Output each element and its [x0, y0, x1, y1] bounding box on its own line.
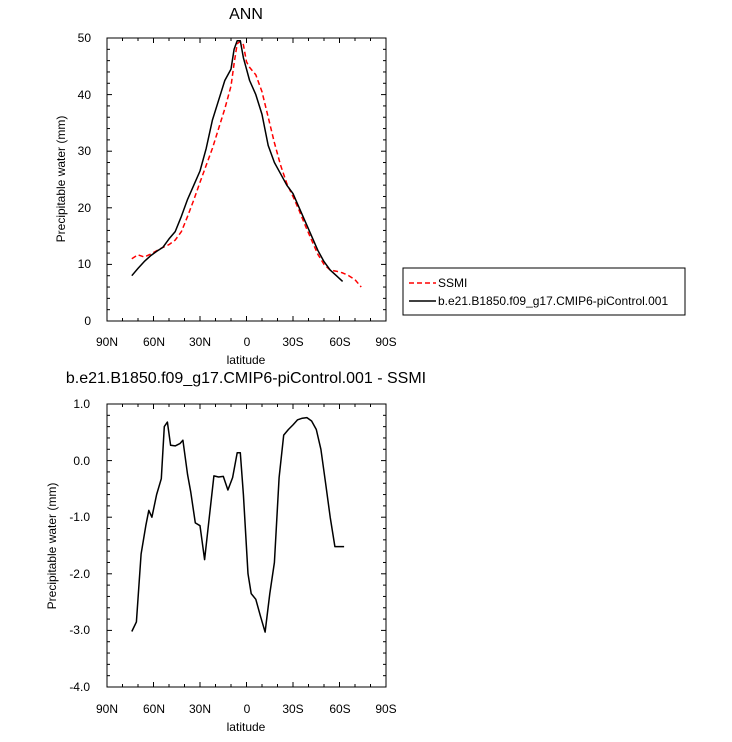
y-tick-label: -3.0: [69, 623, 90, 637]
x-tick-label: 90S: [375, 335, 396, 349]
top-chart-lines: [131, 40, 362, 288]
x-tick-label: 60S: [329, 702, 350, 716]
bottom-chart-ytick-labels: 1.0 0.0 -1.0 -2.0 -3.0 -4.0: [69, 397, 90, 694]
bottom-chart-plot-frame: [106, 403, 387, 688]
top-chart: ANN Precipitable water (mm) latitude 0 1…: [54, 6, 397, 367]
legend-label-model: b.e21.B1850.f09_g17.CMIP6-piControl.001: [438, 294, 668, 308]
legend-label-ssmi: SSMI: [438, 276, 467, 290]
series-line-1: [131, 40, 344, 282]
y-tick-label: 20: [78, 201, 92, 215]
y-tick-label: 0: [84, 314, 91, 328]
x-tick-label: 60S: [329, 335, 350, 349]
x-tick-label: 30S: [282, 702, 303, 716]
x-tick-label: 90N: [96, 702, 118, 716]
x-tick-label: 30N: [189, 335, 211, 349]
x-tick-label: 30S: [282, 335, 303, 349]
legend: SSMI b.e21.B1850.f09_g17.CMIP6-piControl…: [402, 267, 686, 316]
top-chart-ticks: [106, 37, 387, 322]
series-line-0: [131, 40, 362, 288]
x-tick-label: 30N: [189, 702, 211, 716]
y-tick-label: 0.0: [73, 454, 90, 468]
bottom-chart: b.e21.B1850.f09_g17.CMIP6-piControl.001 …: [45, 370, 426, 734]
legend-box: [402, 267, 686, 316]
x-tick-label: 90N: [96, 335, 118, 349]
top-chart-ytick-labels: 0 10 20 30 40 50: [78, 31, 92, 328]
y-tick-label: -2.0: [69, 567, 90, 581]
bottom-chart-ylabel: Precipitable water (mm): [45, 483, 59, 610]
y-tick-label: 30: [78, 144, 92, 158]
bottom-chart-xlabel: latitude: [227, 720, 266, 734]
bottom-chart-xtick-labels: 90N 60N 30N 0 30S 60S 90S: [96, 702, 397, 716]
top-chart-xlabel: latitude: [227, 353, 266, 367]
x-tick-label: 90S: [375, 702, 396, 716]
y-tick-label: -4.0: [69, 680, 90, 694]
top-chart-title: ANN: [229, 6, 263, 23]
top-chart-ylabel: Precipitable water (mm): [54, 116, 68, 243]
series-line-0: [131, 416, 345, 633]
y-tick-label: -1.0: [69, 510, 90, 524]
x-tick-label: 0: [244, 702, 251, 716]
bottom-chart-lines: [131, 416, 345, 633]
top-chart-plot-frame: [106, 37, 387, 322]
y-tick-label: 1.0: [73, 397, 90, 411]
bottom-chart-title: b.e21.B1850.f09_g17.CMIP6-piControl.001 …: [66, 370, 426, 387]
y-tick-label: 40: [78, 88, 92, 102]
top-chart-xtick-labels: 90N 60N 30N 0 30S 60S 90S: [96, 335, 397, 349]
x-tick-label: 60N: [143, 702, 165, 716]
y-tick-label: 50: [78, 31, 92, 45]
x-tick-label: 0: [244, 335, 251, 349]
y-tick-label: 10: [78, 257, 92, 271]
x-tick-label: 60N: [143, 335, 165, 349]
